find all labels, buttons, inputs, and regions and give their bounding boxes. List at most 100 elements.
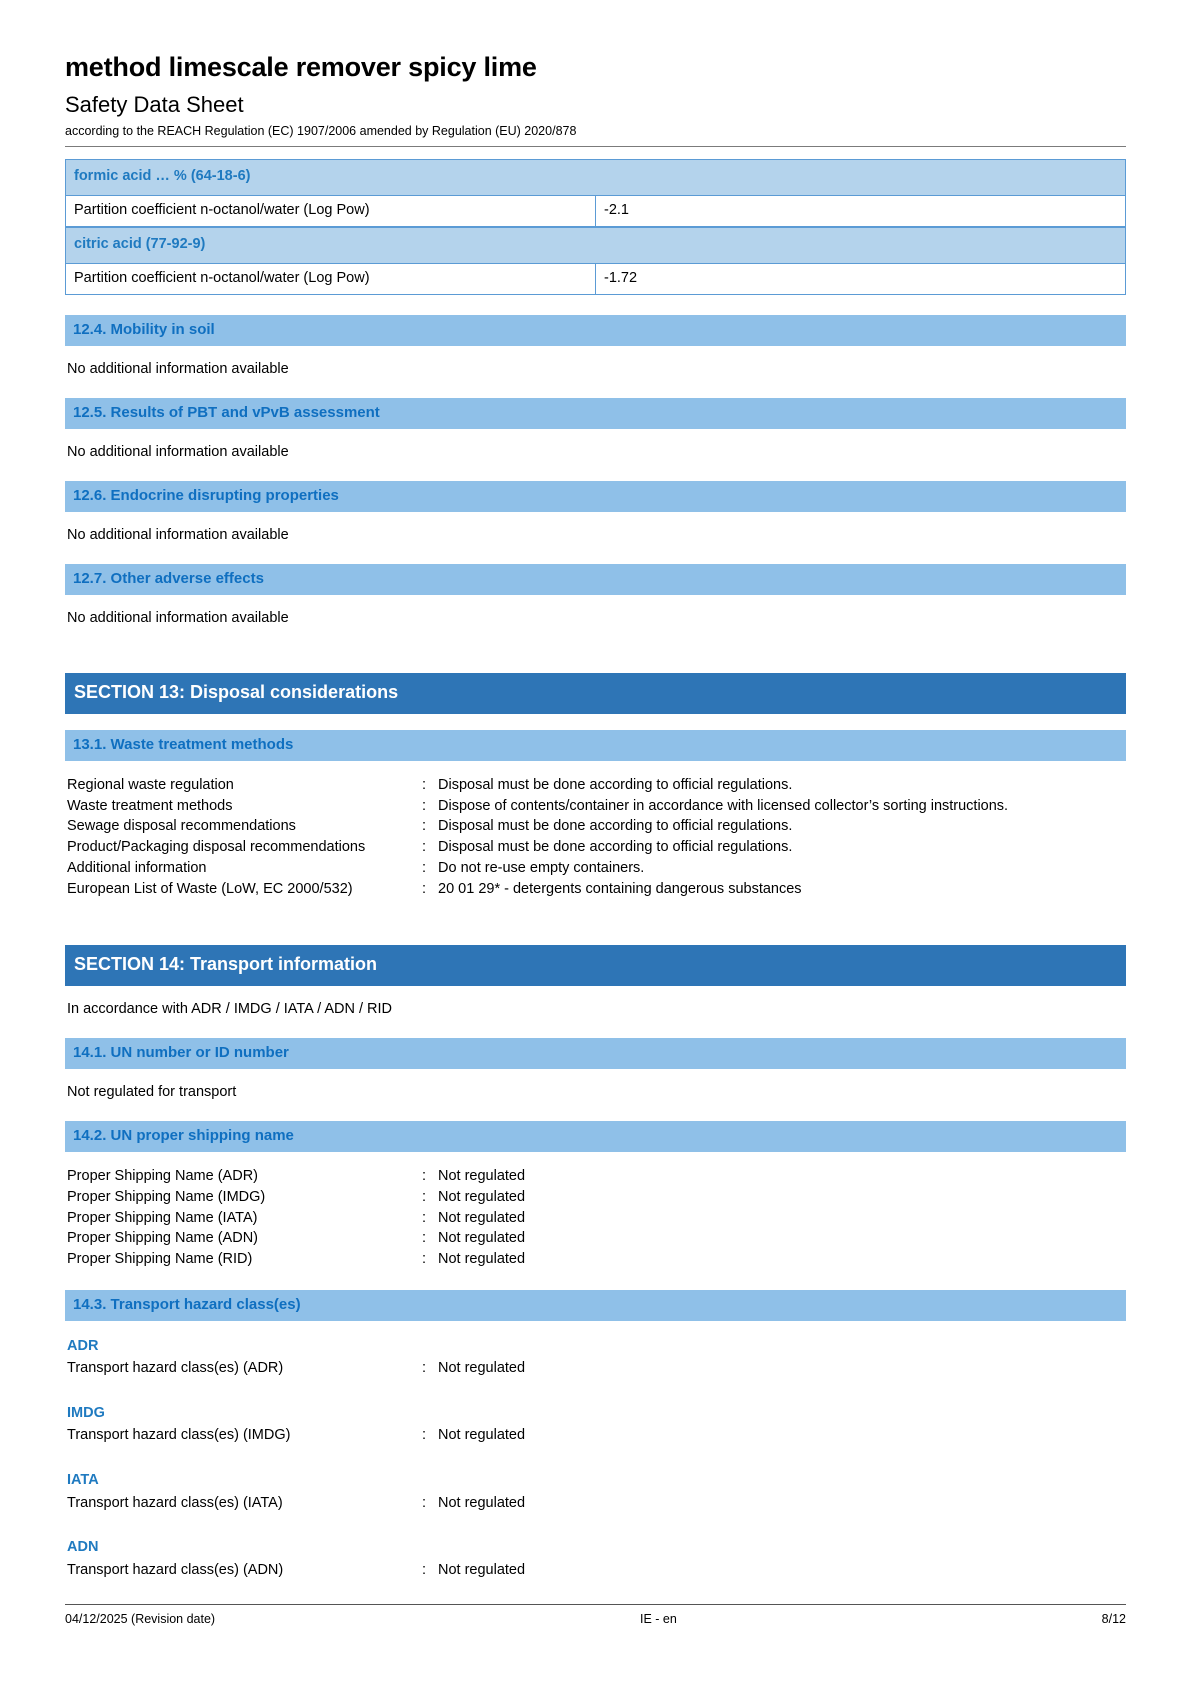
list-item: Transport hazard class(es) (ADN) : Not r… [65,1560,1126,1581]
row-colon: : [422,1209,427,1226]
transport-intro: In accordance with ADR / IMDG / IATA / A… [67,1001,393,1017]
list-item: Product/Packaging disposal recommendatio… [65,837,1126,858]
row-colon: : [422,777,427,793]
table-row: Partition coefficient n-octanol/water (L… [65,194,1126,228]
list-item: Sewage disposal recommendations : Dispos… [65,816,1126,837]
list-item: Transport hazard class(es) (IATA) : Not … [65,1493,1126,1514]
page-title: method limescale remover spicy lime [65,52,537,82]
property-label: Partition coefficient n-octanol/water (L… [65,194,596,228]
row-key: Transport hazard class(es) (ADN) [67,1561,284,1578]
property-value: -2.1 [595,194,1126,228]
waste-treatment-list: Regional waste regulation : Disposal mus… [65,775,1126,899]
row-colon: : [422,1168,427,1185]
property-value: -1.72 [595,262,1126,295]
row-colon: : [422,1561,427,1578]
list-item: Transport hazard class(es) (IMDG) : Not … [65,1425,1126,1446]
row-value: Not regulated [438,1427,526,1444]
list-item: Proper Shipping Name (ADN) : Not regulat… [65,1228,1126,1249]
subsection-note-12-5: No additional information available [67,444,289,461]
row-key: Waste treatment methods [67,797,233,814]
subsection-note-12-4: No additional information available [67,360,289,377]
row-colon: : [422,859,427,876]
subsection-heading-14-3: 14.3. Transport hazard class(es) [65,1289,1126,1321]
list-item: Regional waste regulation : Disposal mus… [65,775,1126,796]
list-item: European List of Waste (LoW, EC 2000/532… [65,879,1126,900]
list-item: Proper Shipping Name (RID) : Not regulat… [65,1249,1126,1270]
row-value: Do not re-use empty containers. [438,859,645,876]
list-item: Additional information : Do not re-use e… [65,858,1126,879]
row-value: Not regulated [438,1168,526,1185]
row-value: Not regulated [438,1188,526,1205]
substance-name-formic-acid: formic acid … % (64-18-6) [65,159,1126,196]
footer-page-number: 8/12 [1101,1612,1126,1626]
row-key: Proper Shipping Name (IATA) [67,1209,258,1226]
regulation-reference: according to the REACH Regulation (EC) 1… [65,124,577,139]
row-value: Not regulated [438,1494,526,1511]
section-heading-14: SECTION 14: Transport information [65,945,1126,986]
row-colon: : [422,1427,427,1444]
row-colon: : [422,1494,427,1511]
subsection-note-12-7: No additional information available [67,610,289,627]
table-row: formic acid … % (64-18-6) [65,159,1126,196]
subsection-heading-14-2: 14.2. UN proper shipping name [65,1121,1126,1153]
row-colon: : [422,797,427,814]
row-key: Transport hazard class(es) (ADR) [67,1360,284,1377]
row-key: Regional waste regulation [67,777,234,793]
row-value: Not regulated [438,1230,526,1247]
substance-table-citric-acid: citric acid (77-92-9) Partition coeffici… [65,227,1126,295]
row-key: Proper Shipping Name (ADR) [67,1168,258,1185]
row-colon: : [422,880,427,897]
list-item: Waste treatment methods : Dispose of con… [65,796,1126,817]
document-subtitle: Safety Data Sheet [65,92,244,118]
row-key: Proper Shipping Name (RID) [67,1251,253,1268]
list-item: Proper Shipping Name (ADR) : Not regulat… [65,1166,1126,1187]
substance-name-citric-acid: citric acid (77-92-9) [65,227,1126,264]
substance-table-formic-acid: formic acid … % (64-18-6) Partition coef… [65,159,1126,228]
mode-heading-imdg: IMDG [67,1405,105,1422]
property-label: Partition coefficient n-octanol/water (L… [65,262,596,295]
subsection-heading-12-4: 12.4. Mobility in soil [65,314,1126,346]
row-key: Additional information [67,859,207,876]
row-key: Transport hazard class(es) (IMDG) [67,1427,291,1444]
row-colon: : [422,1230,427,1247]
row-key: Sewage disposal recommendations [67,818,296,835]
footer-divider [65,1604,1126,1605]
proper-shipping-name-list: Proper Shipping Name (ADR) : Not regulat… [65,1166,1126,1270]
row-key: Product/Packaging disposal recommendatio… [67,839,366,856]
mode-heading-iata: IATA [67,1472,99,1489]
row-value: Not regulated [438,1360,526,1377]
subsection-note-12-6: No additional information available [67,527,289,544]
row-value: Disposal must be done according to offic… [438,777,793,793]
row-colon: : [422,818,427,835]
row-colon: : [422,1251,427,1268]
list-item: Proper Shipping Name (IMDG) : Not regula… [65,1187,1126,1208]
footer-revision-date: 04/12/2025 (Revision date) [65,1612,216,1626]
mode-heading-adr: ADR [67,1337,99,1354]
list-item: Transport hazard class(es) (ADR) : Not r… [65,1358,1126,1379]
row-key: Proper Shipping Name (IMDG) [67,1188,266,1205]
row-key: Proper Shipping Name (ADN) [67,1230,258,1247]
row-key: Transport hazard class(es) (IATA) [67,1494,283,1511]
un-number-note: Not regulated for transport [67,1084,237,1101]
table-row: citric acid (77-92-9) [65,227,1126,264]
row-colon: : [422,1188,427,1205]
row-value: Disposal must be done according to offic… [438,818,793,835]
row-value: Not regulated [438,1251,526,1268]
page-footer: 04/12/2025 (Revision date) IE - en 8/12 [65,1604,1126,1626]
row-value: Not regulated [438,1561,526,1578]
footer-locale: IE - en [639,1612,677,1626]
subsection-heading-12-6: 12.6. Endocrine disrupting properties [65,481,1126,513]
section-heading-13: SECTION 13: Disposal considerations [65,673,1126,714]
subsection-heading-13-1: 13.1. Waste treatment methods [65,730,1126,761]
row-value: Not regulated [438,1209,526,1226]
subsection-heading-12-5: 12.5. Results of PBT and vPvB assessment [65,398,1126,430]
table-row: Partition coefficient n-octanol/water (L… [65,262,1126,295]
subsection-heading-12-7: 12.7. Other adverse effects [65,564,1126,596]
row-value: Dispose of contents/container in accorda… [438,797,1009,814]
row-colon: : [422,839,427,856]
document-header: method limescale remover spicy lime Safe… [65,0,1126,148]
row-value: Disposal must be done according to offic… [438,839,793,856]
row-value: 20 01 29* - detergents containing danger… [438,880,802,897]
header-divider [65,146,1126,148]
